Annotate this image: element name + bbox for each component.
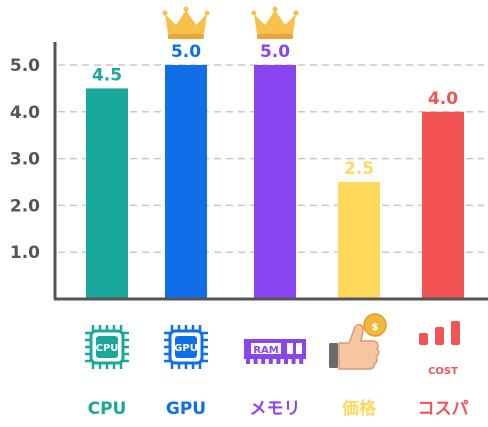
y-tick-label: 4.0: [10, 103, 40, 123]
y-axis-ticks: 1.0 2.0 3.0 4.0 5.0: [10, 56, 40, 263]
y-tick-label: 5.0: [10, 56, 40, 76]
axes: [53, 42, 488, 301]
value-label: 5.0: [260, 42, 290, 62]
svg-text:CPU: CPU: [96, 343, 119, 354]
category-label: GPU: [166, 399, 206, 419]
price-thumbs-up-coin-icon: $: [329, 313, 387, 370]
value-label: 4.5: [92, 65, 122, 85]
bar: [422, 111, 464, 299]
value-label: 4.0: [428, 89, 458, 109]
category-label: CPU: [88, 399, 127, 419]
y-tick-label: 1.0: [10, 243, 40, 263]
y-tick-label: 3.0: [10, 150, 40, 170]
svg-text:COST: COST: [428, 366, 458, 377]
gridlines: [58, 64, 484, 253]
category-label: コスパ: [418, 399, 469, 419]
ram-module-icon: RAM: [244, 339, 306, 364]
bars: [86, 65, 464, 300]
crown-icon: [162, 6, 210, 39]
gpu-chip-icon: GPU: [164, 325, 208, 369]
cpu-chip-icon: CPU: [85, 325, 129, 369]
svg-text:RAM: RAM: [253, 345, 278, 356]
category-label: メモリ: [250, 399, 301, 419]
bar: [254, 65, 296, 299]
svg-text:GPU: GPU: [174, 343, 198, 354]
value-label: 5.0: [171, 42, 201, 62]
crowns: [162, 6, 299, 39]
cost-bar-icon: COST: [419, 321, 460, 377]
y-tick-label: 2.0: [10, 196, 40, 216]
value-labels: 4.5 5.0 5.0 2.5 4.0: [92, 42, 458, 179]
bar: [86, 88, 128, 300]
bar: [338, 182, 380, 299]
svg-text:$: $: [372, 322, 379, 333]
crown-icon: [251, 6, 299, 39]
value-label: 2.5: [344, 159, 374, 179]
category-labels: CPU GPU メモリ 価格 コスパ: [88, 398, 469, 419]
category-icons: CPU GPU RAM $ COST: [85, 313, 460, 377]
category-label: 価格: [341, 398, 377, 419]
bar: [165, 65, 207, 299]
